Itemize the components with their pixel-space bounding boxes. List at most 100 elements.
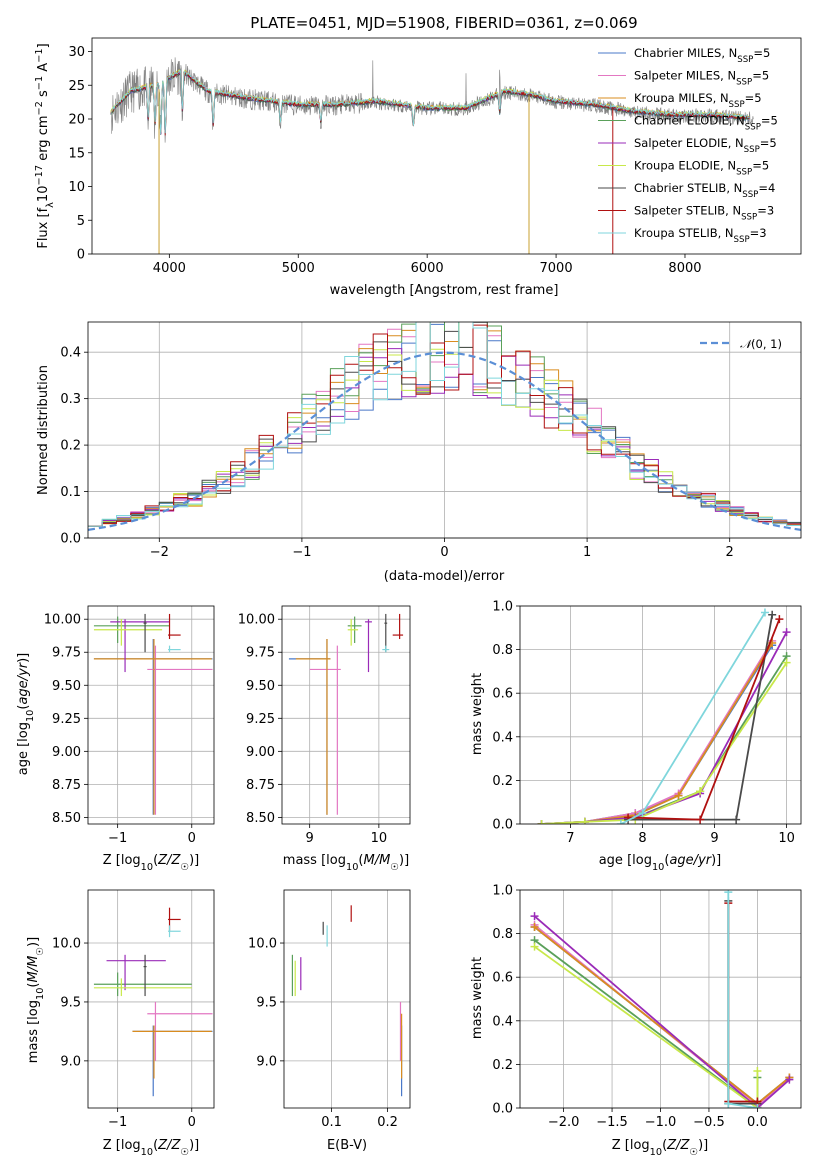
plot-area <box>88 322 801 531</box>
y-tick-label: 9.25 <box>246 712 275 727</box>
x-tick-label: −2 <box>150 545 169 560</box>
mass-weight-marker <box>782 658 791 667</box>
mass-weight-marker <box>775 615 784 624</box>
y-tick-label: 25 <box>68 79 85 94</box>
mass-weight-line <box>533 945 759 1108</box>
age-vs-mass-panel: 9 10 8.50 8.75 9.00 9.25 9.50 9.75 10.00 <box>238 605 411 846</box>
mass-weight-vs-metallicity-panel: −2.0 −1.5 −1.0 −0.5 0.0 0.0 0.2 0.4 0.6 0.8 1.0 <box>492 884 802 1130</box>
x-axis-label: (data-model)/error <box>384 569 505 584</box>
legend-label: Kroupa STELIB, NSSP=3 <box>634 226 767 245</box>
x-tick-label: 7 <box>566 831 574 846</box>
y-tick-label: 30 <box>68 45 85 60</box>
y-tick-label: 1.0 <box>492 884 513 899</box>
y-tick-label: 8.50 <box>246 811 275 826</box>
plot-area <box>291 905 403 1097</box>
x-axis-label: Z [log10(Z/Z☉)] <box>612 1138 709 1158</box>
axes-frame <box>87 321 802 539</box>
mass-weight-line <box>541 631 788 824</box>
x-tick-label: 1 <box>583 545 591 560</box>
x-tick-label: 10 <box>778 831 795 846</box>
x-axis-label: Z [log10(Z/Z☉)] <box>103 1138 200 1158</box>
legend-label: Chabrier ELODIE, NSSP=5 <box>634 114 778 133</box>
legend-label: Kroupa MILES, NSSP=5 <box>634 91 762 110</box>
mass-weight-line <box>727 900 758 1105</box>
legend-label: 𝒩(0, 1) <box>740 337 782 351</box>
x-tick-label: 10 <box>371 831 388 846</box>
mass-weight-marker <box>537 820 546 824</box>
y-tick-label: 8.75 <box>246 778 275 793</box>
y-axis-label: mass [log10(M/M☉)] <box>26 937 46 1063</box>
y-tick-label: 0.8 <box>492 927 513 942</box>
y-tick-label: 9.5 <box>60 995 81 1010</box>
x-tick-label: 9 <box>306 831 314 846</box>
mass-weight-marker <box>696 787 705 796</box>
y-tick-label: 9.0 <box>60 1054 81 1069</box>
y-tick-label: 9.00 <box>52 745 81 760</box>
y-tick-label: 0.0 <box>492 1102 513 1117</box>
mass-weight-marker <box>530 942 539 951</box>
y-axis-label: mass weight <box>470 673 485 755</box>
y-tick-label: 9.50 <box>52 679 81 694</box>
y-tick-label: 9.75 <box>246 646 275 661</box>
y-tick-label: 0.3 <box>60 392 81 407</box>
mass-weight-marker <box>768 610 777 619</box>
y-axis-label: age [log10(age/yr)] <box>16 653 36 776</box>
y-tick-label: 0.4 <box>492 730 513 745</box>
y-tick-label: 0.1 <box>60 485 81 500</box>
mass-weight-marker <box>760 608 769 617</box>
mass-weight-marker <box>616 820 625 824</box>
legend-label: Salpeter MILES, NSSP=5 <box>634 69 769 88</box>
residual-histogram <box>88 324 801 527</box>
plot-area <box>93 613 213 815</box>
y-tick-label: 10.00 <box>238 613 275 628</box>
y-tick-label: 5 <box>77 214 85 229</box>
mass-weight-marker <box>753 1066 762 1075</box>
mass-weight-marker <box>580 817 589 824</box>
y-axis-label: mass weight <box>470 957 485 1039</box>
y-tick-label: 0.0 <box>60 532 81 547</box>
plot-area <box>93 907 213 1097</box>
y-tick-label: 0.8 <box>492 643 513 658</box>
mass-vs-extinction-panel: 0.1 0.2 9.0 9.5 10.0 <box>248 889 411 1130</box>
y-tick-label: 0.6 <box>492 971 513 986</box>
axes-frame <box>87 605 215 825</box>
x-tick-label: −1.5 <box>596 1115 628 1130</box>
x-tick-label: 5000 <box>282 261 315 276</box>
y-tick-label: 9.50 <box>246 679 275 694</box>
model-spectrum-line <box>112 69 750 135</box>
y-tick-label: 0.6 <box>492 687 513 702</box>
y-tick-label: 0.2 <box>60 439 81 454</box>
model-spectrum-line <box>112 73 750 136</box>
plot-area <box>537 608 791 824</box>
mass-weight-marker <box>724 890 733 897</box>
y-tick-label: 10.00 <box>44 613 81 628</box>
mass-weight-marker <box>696 815 705 824</box>
y-tick-label: 0 <box>77 248 85 263</box>
legend-label: Kroupa ELODIE, NSSP=5 <box>634 159 769 178</box>
x-tick-label: −1.0 <box>645 1115 677 1130</box>
x-tick-label: 0 <box>440 545 448 560</box>
legend-label: Salpeter STELIB, NSSP=3 <box>634 204 774 223</box>
y-tick-label: 9.0 <box>256 1054 277 1069</box>
mass-weight-marker <box>674 791 683 800</box>
y-tick-label: 8.50 <box>52 811 81 826</box>
mass-weight-marker <box>782 628 791 637</box>
x-tick-label: 6000 <box>411 261 444 276</box>
y-tick-label: 0.2 <box>492 774 513 789</box>
x-axis-label: age [log10(age/yr)] <box>599 853 722 873</box>
x-tick-label: 7000 <box>540 261 573 276</box>
x-tick-label: 0 <box>188 1115 196 1130</box>
mass-weight-line <box>727 903 758 1103</box>
y-tick-label: 9.00 <box>246 745 275 760</box>
legend: Chabrier MILES, NSSP=5 Salpeter MILES, NS… <box>598 46 778 245</box>
mass-weight-line <box>533 924 790 1107</box>
y-tick-label: 0.0 <box>492 818 513 833</box>
y-tick-label: 20 <box>68 113 85 128</box>
y-tick-label: 0.4 <box>60 346 81 361</box>
axes-frame <box>283 889 411 1109</box>
axes-frame <box>519 605 802 825</box>
axes-frame <box>281 605 411 825</box>
y-tick-label: 9.75 <box>52 646 81 661</box>
mass-weight-line <box>533 915 790 1108</box>
mass-weight-marker <box>530 912 539 921</box>
